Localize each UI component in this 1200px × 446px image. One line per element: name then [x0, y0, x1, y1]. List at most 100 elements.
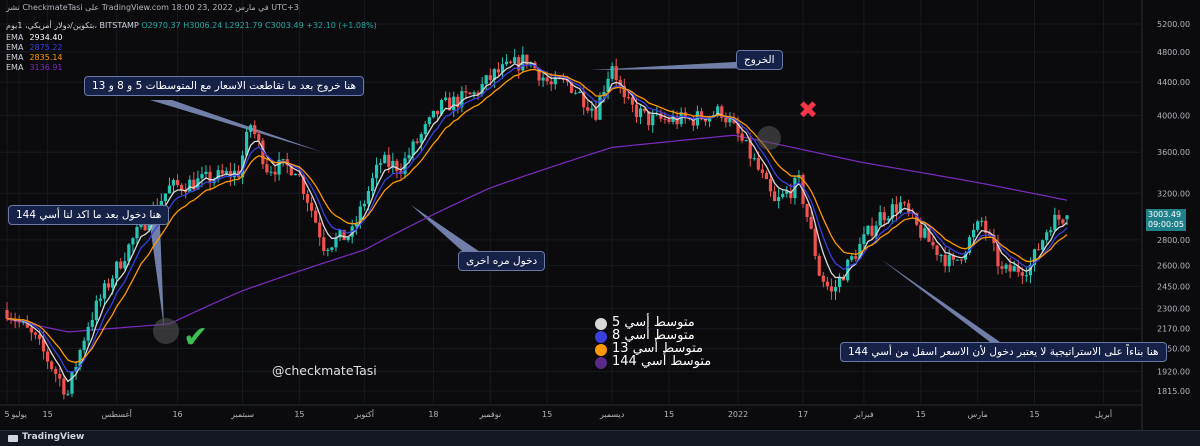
footer-brand: TradingView [22, 432, 85, 442]
candle-body [163, 193, 167, 201]
candle-body [208, 171, 212, 184]
candle-body [419, 134, 423, 143]
candle-body [541, 77, 545, 81]
price-tick-label: 1920.00 [1157, 367, 1190, 376]
candle-body [119, 261, 123, 269]
candle-body [224, 171, 228, 174]
price-tick-label: 2170.00 [1157, 325, 1190, 334]
candle-body [1032, 249, 1037, 265]
ema-line-144 [6, 134, 1068, 333]
candle-body [370, 178, 375, 192]
candle-body [992, 234, 996, 244]
candle-body [886, 218, 890, 221]
candle-body [939, 254, 943, 256]
candle-body [561, 78, 565, 80]
candle-body [342, 229, 346, 241]
candle-body [476, 92, 480, 95]
candle-body [764, 172, 769, 180]
candle-body [955, 259, 959, 261]
candle-body [643, 108, 647, 112]
candle-body [171, 180, 176, 186]
candle-body [277, 159, 281, 175]
candle-body [569, 81, 574, 93]
price-tick-label: 4400.00 [1157, 78, 1190, 87]
candle-body [245, 131, 249, 156]
candle-body [435, 110, 440, 115]
open-value: 2970.37 [147, 21, 181, 30]
candle-body [509, 61, 513, 63]
candle-body [273, 171, 277, 175]
candle-body [281, 159, 285, 161]
candle-body [387, 154, 391, 167]
candle-body [106, 283, 111, 288]
candle-body [858, 243, 862, 259]
ema-row-5[interactable]: EMA 2934.40 [6, 33, 63, 42]
candle-body [683, 112, 687, 119]
candle-body [902, 202, 907, 204]
candle-body [610, 66, 614, 79]
candle-body [736, 123, 740, 134]
candle-body [553, 77, 557, 85]
candle-body [699, 111, 704, 120]
candle-body [837, 276, 842, 288]
candle-body [732, 118, 736, 124]
candle-body [943, 254, 947, 267]
legend-dot-13 [595, 344, 607, 356]
date-tick-label: 15 [1029, 410, 1039, 419]
candle-body [821, 275, 825, 282]
candle-body [805, 204, 809, 217]
candle-body [614, 66, 618, 81]
candle-body [354, 223, 358, 227]
candle-body [21, 321, 25, 323]
legend-ema-144: متوسط أسي 144 [612, 354, 712, 369]
candle-body [322, 237, 326, 251]
ema-line-13 [7, 68, 1068, 364]
date-tick-label: 17 [798, 410, 808, 419]
cross-mark: ✖ [798, 96, 819, 124]
candle-body [1020, 272, 1024, 276]
candle-body [318, 222, 322, 238]
candle-body [379, 163, 383, 165]
date-tick-label: سبتمبر [230, 410, 254, 419]
candle-body [894, 204, 899, 213]
candle-body [301, 175, 306, 195]
candle-body [825, 281, 829, 287]
candle-body [598, 95, 602, 120]
candle-body [58, 374, 62, 379]
candle-body [448, 97, 452, 111]
last-price-flag: 3003.49 09:00:05 [1146, 209, 1186, 231]
ema-row-8[interactable]: EMA 2875.22 [6, 43, 63, 52]
candle-body [167, 185, 172, 194]
candle-body [984, 220, 988, 233]
plot-area [0, 0, 1142, 430]
candle-body [423, 124, 427, 135]
candle-body [862, 234, 866, 244]
legend-ema-8: متوسط أسي 8 [612, 328, 695, 343]
candle-body [728, 118, 732, 123]
candle-body [659, 113, 663, 119]
candle-body [452, 96, 456, 111]
change-value: +32.10 (+1.08%) [306, 21, 377, 30]
candle-body [866, 225, 870, 235]
candle-body [374, 164, 379, 179]
candle-body [663, 118, 667, 120]
candle-body [98, 298, 103, 301]
candle-body [850, 256, 854, 260]
callout-exit: الخروج [736, 50, 783, 70]
candle-body [716, 106, 720, 115]
date-tick-label: 16 [172, 410, 182, 419]
candle-body [37, 334, 42, 340]
candle-body [980, 220, 984, 222]
ema-row-144[interactable]: EMA 3136.91 [6, 63, 63, 72]
candle-body [464, 91, 468, 93]
ema-row-13[interactable]: EMA 2835.14 [6, 53, 63, 62]
candle-body [383, 154, 387, 164]
candle-body [309, 202, 314, 211]
candle-body [1024, 275, 1028, 277]
candle-body [480, 83, 484, 95]
candle-body [362, 203, 366, 207]
candle-body [785, 191, 789, 194]
candle-body [90, 320, 94, 327]
candle-body [525, 54, 529, 65]
